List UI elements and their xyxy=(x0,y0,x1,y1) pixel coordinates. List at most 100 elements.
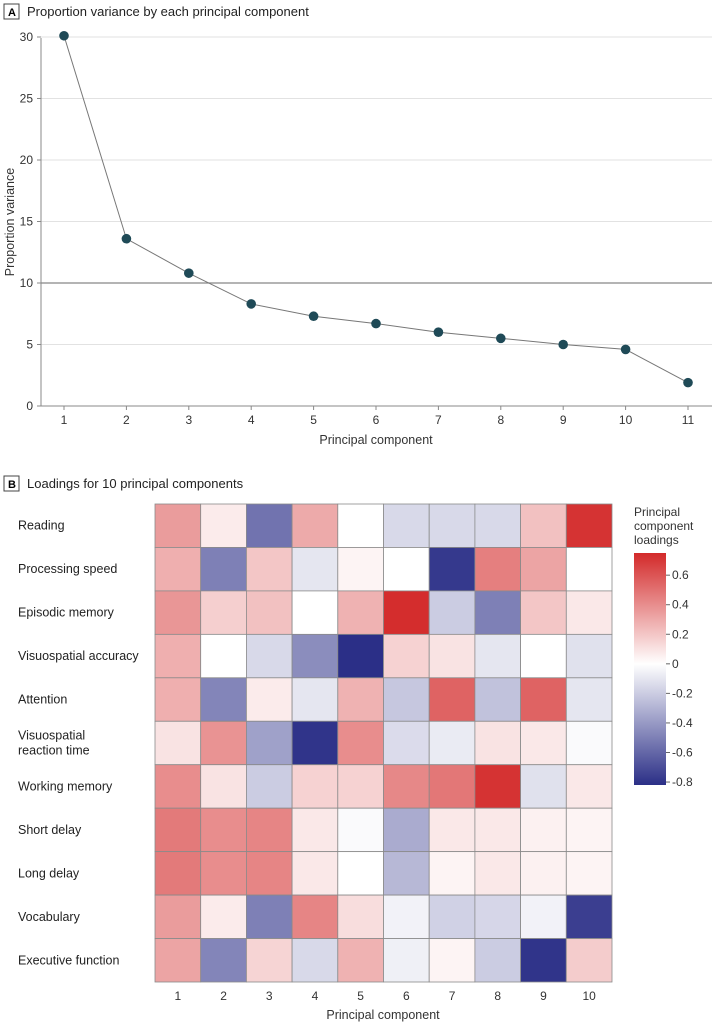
heatmap-cell xyxy=(383,720,430,766)
heatmap-cell xyxy=(520,938,567,983)
y-tick-label: 20 xyxy=(20,153,34,167)
y-axis-label: Proportion variance xyxy=(3,168,17,276)
y-tick-label: 30 xyxy=(20,30,34,44)
x-tick-label: 4 xyxy=(248,413,255,427)
heatmap-cell xyxy=(200,720,247,766)
x-tick-label: 2 xyxy=(123,413,130,427)
heatmap-cell xyxy=(565,807,613,853)
heatmap-cell xyxy=(565,938,613,983)
row-label: Executive function xyxy=(18,953,119,967)
column-labels: 1 2 3 4 5 6 7 8 9 10 xyxy=(175,989,597,1003)
panel-a: A Proportion variance by each principal … xyxy=(3,3,712,447)
heatmap-cell xyxy=(337,894,384,939)
data-point xyxy=(246,299,256,309)
heatmap-cell xyxy=(245,547,293,592)
heatmap-cell xyxy=(520,851,567,896)
heatmap-cell xyxy=(245,633,293,679)
row-labels: Reading Processing speed Episodic memory Vi… xyxy=(18,519,139,968)
variance-line xyxy=(63,35,689,384)
y-tick-label: 10 xyxy=(20,276,34,290)
data-point xyxy=(59,30,69,41)
row-label: Long delay xyxy=(18,866,80,880)
heatmap-cell xyxy=(474,590,521,635)
y-tick-label: 15 xyxy=(20,215,34,229)
heatmap-cell xyxy=(383,851,430,896)
heatmap-cell xyxy=(337,677,384,722)
heatmap-cell xyxy=(428,764,476,809)
heatmap-cell xyxy=(291,590,339,635)
row-label: Attention xyxy=(18,693,67,707)
x-tick-label: 3 xyxy=(185,413,192,427)
column-label: 9 xyxy=(540,989,547,1003)
colorbar-ticks: 0.6 0.4 0.2 0 -0.2 -0.4 -0.6 -0.8 xyxy=(666,568,693,789)
heatmap-cell xyxy=(565,851,613,896)
heatmap-cell xyxy=(291,633,339,679)
heatmap-cell xyxy=(154,807,202,853)
heatmap-cell xyxy=(245,851,293,896)
heatmap-cell xyxy=(428,677,476,722)
row-label: Processing speed xyxy=(18,562,117,576)
heatmap-cell xyxy=(200,894,247,939)
colorbar-tick-label: -0.4 xyxy=(672,716,693,730)
heatmap-cell xyxy=(383,938,430,983)
column-label: 7 xyxy=(449,989,456,1003)
heatmap-cell xyxy=(291,677,339,722)
heatmap-cell xyxy=(154,720,202,766)
heatmap-cell xyxy=(520,633,567,679)
data-point xyxy=(308,311,319,322)
heatmap-cell xyxy=(154,633,202,679)
heatmap-cell xyxy=(565,720,613,766)
heatmap-cell xyxy=(245,720,293,766)
y-tick-label: 0 xyxy=(26,399,33,413)
heatmap-cell xyxy=(383,590,430,635)
variance-points xyxy=(59,30,693,388)
column-label: 1 xyxy=(175,989,182,1003)
heatmap-cell xyxy=(520,590,567,635)
heatmap-cell xyxy=(520,764,567,809)
heatmap-cell xyxy=(383,764,430,809)
x-axis-label: Principal component xyxy=(319,433,433,447)
colorbar-tick-label: -0.8 xyxy=(672,775,693,789)
x-tick-label: 10 xyxy=(619,413,633,427)
heatmap-cell xyxy=(245,938,293,983)
x-tick-label: 11 xyxy=(682,413,695,427)
heatmap-cell xyxy=(337,851,384,896)
heatmap-cell xyxy=(154,677,202,722)
heatmap-cell xyxy=(428,851,476,896)
colorbar-legend: Principal component loadings 0.6 0.4 0.2 0 -… xyxy=(634,505,694,789)
heatmap-cell xyxy=(428,894,476,939)
y-tick-label: 5 xyxy=(26,338,33,352)
heatmap-cell xyxy=(474,807,521,853)
row-label: reaction time xyxy=(18,744,90,758)
heatmap-cell xyxy=(474,633,521,679)
data-point xyxy=(683,377,693,388)
heatmap-cell xyxy=(291,764,339,809)
x-axis-ticks: 1 2 3 4 5 6 7 8 9 10 11 xyxy=(61,406,695,427)
heatmap-cell xyxy=(474,894,521,939)
column-label: 2 xyxy=(220,989,227,1003)
heatmap-cell xyxy=(337,720,384,766)
column-label: 4 xyxy=(312,989,319,1003)
colorbar-tick-label: 0.4 xyxy=(672,598,689,612)
heatmap-cell xyxy=(245,807,293,853)
heatmap-cell xyxy=(383,547,430,592)
heatmap-cell xyxy=(291,938,339,983)
heatmap-cell xyxy=(245,764,293,809)
heatmap-cell xyxy=(154,503,202,548)
heatmap-cell xyxy=(200,807,247,853)
panel-b: B Loadings for 10 principal components R… xyxy=(3,475,694,1022)
legend-title-line-2: component xyxy=(634,519,694,533)
heatmap-cell xyxy=(245,677,293,722)
heatmap-cell xyxy=(291,894,339,939)
data-point xyxy=(184,268,194,278)
heatmap-cell xyxy=(200,851,247,896)
heatmap-cell xyxy=(337,938,384,983)
heatmap-cell xyxy=(383,633,430,679)
heatmap-cell xyxy=(337,547,384,592)
heatmap-cell xyxy=(200,677,247,722)
heatmap-cell xyxy=(291,720,339,766)
heatmap-cell xyxy=(200,547,247,592)
data-point xyxy=(121,233,132,244)
y-tick-label: 25 xyxy=(20,92,34,106)
